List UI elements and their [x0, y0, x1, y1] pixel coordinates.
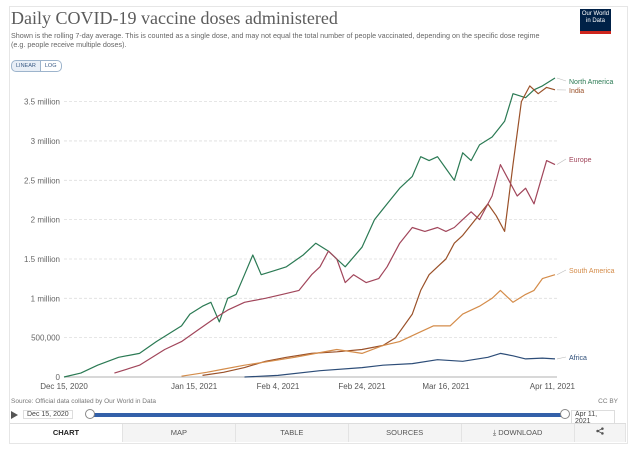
timeline-track[interactable]: [89, 413, 564, 417]
tab-download-label: DOWNLOAD: [498, 428, 543, 437]
series-label-africa: Africa: [569, 355, 587, 362]
series-layer: [63, 77, 556, 378]
log-scale-button[interactable]: LOG: [40, 60, 62, 72]
y-tick-label: 3 million: [31, 137, 60, 146]
owid-logo[interactable]: Our World in Data: [580, 9, 611, 34]
license-note[interactable]: CC BY: [598, 398, 618, 405]
x-tick-label: Jan 15, 2021: [171, 382, 218, 391]
x-tick-label: Feb 24, 2021: [338, 382, 386, 391]
source-note: Source: Official data collated by Our Wo…: [11, 398, 156, 405]
series-label-india: India: [569, 88, 584, 95]
download-icon: ⤓: [492, 428, 497, 437]
linear-scale-button[interactable]: LINEAR: [11, 60, 41, 72]
series-label-connector: [556, 269, 567, 275]
timeline-start-handle[interactable]: [85, 409, 95, 419]
y-tick-label: 500,000: [31, 334, 60, 343]
y-tick-label: 2.5 million: [24, 176, 60, 185]
series-label-connector: [556, 77, 567, 82]
timeline-start-label: Dec 15, 2020: [23, 410, 73, 419]
series-line-africa: [244, 352, 556, 378]
series-label-north-america: North America: [569, 79, 613, 86]
chart-subtitle: Shown is the rolling 7-day average. This…: [11, 31, 540, 49]
series-line-south-america: [181, 274, 556, 377]
y-tick-label: 2 million: [31, 216, 60, 225]
tab-map[interactable]: MAP: [122, 424, 236, 442]
logo-line-1: Our World: [581, 11, 610, 17]
y-tick-label: 1 million: [31, 294, 60, 303]
tab-download[interactable]: ⤓ DOWNLOAD: [461, 424, 575, 442]
y-tick-label: 3.5 million: [24, 98, 60, 107]
x-tick-label: Apr 11, 2021: [530, 382, 576, 391]
y-tick-label: 0: [56, 373, 61, 382]
share-icon: [596, 427, 604, 435]
x-tick-label: Feb 4, 2021: [257, 382, 300, 391]
tab-table[interactable]: TABLE: [235, 424, 349, 442]
series-label-connector: [556, 158, 567, 165]
series-label-europe: Europe: [569, 157, 592, 164]
x-tick-label: Mar 16, 2021: [422, 382, 470, 391]
label-layer: North America India Europe South America Afr…: [556, 77, 615, 362]
x-tick-label: Dec 15, 2020: [40, 382, 88, 391]
tab-sources[interactable]: SOURCES: [348, 424, 462, 442]
series-label-connector: [556, 356, 567, 360]
chart-title: Daily COVID-19 vaccine doses administere…: [11, 8, 338, 28]
axis-layer: 0 500,000 1 million 1.5 million 2 million 2.5…: [24, 98, 576, 391]
series-line-north-america: [63, 77, 556, 378]
scale-toggle: LINEAR LOG: [11, 60, 62, 72]
play-icon[interactable]: [11, 411, 18, 419]
series-label-south-america: South America: [569, 268, 615, 275]
tab-chart[interactable]: CHART: [10, 424, 123, 442]
logo-line-2: in Data: [585, 18, 605, 24]
tab-bar: CHART MAP TABLE SOURCES ⤓ DOWNLOAD: [10, 423, 626, 442]
series-line-india: [202, 85, 556, 376]
timeline: Dec 15, 2020 Apr 11, 2021: [11, 408, 615, 426]
share-button[interactable]: [574, 424, 626, 442]
y-tick-label: 1.5 million: [24, 255, 60, 264]
timeline-end-handle[interactable]: [560, 409, 570, 419]
series-line-europe: [114, 160, 556, 374]
